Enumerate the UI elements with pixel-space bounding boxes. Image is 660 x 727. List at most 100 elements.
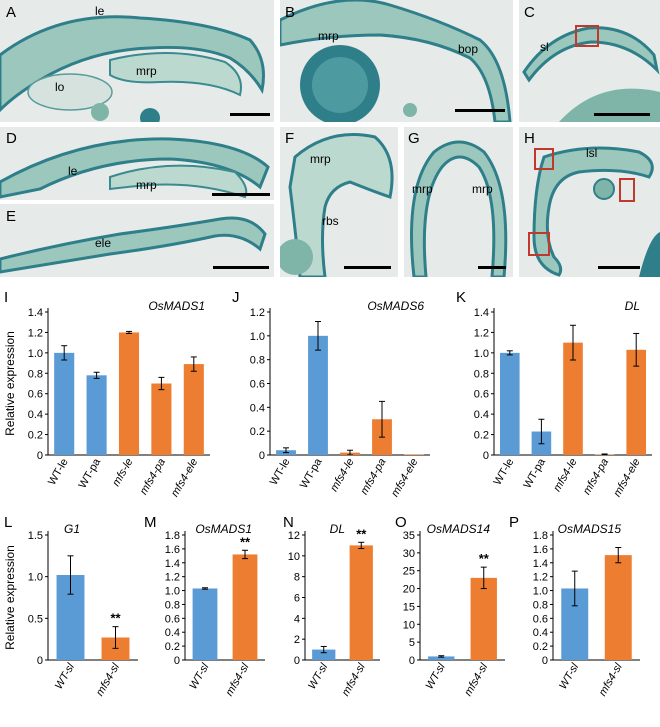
y-tick-label: 20 (403, 584, 415, 596)
y-tick-label: 1.5 (28, 530, 43, 542)
y-tick-label: 0.4 (474, 409, 489, 421)
y-tick-label: 0.2 (250, 426, 265, 438)
y-tick-label: 0 (294, 655, 300, 667)
y-tick-label: 0.8 (165, 599, 180, 611)
category-label: WT-pa (298, 456, 325, 491)
panel-letter-g: G (408, 130, 420, 147)
micrograph-d (0, 127, 274, 200)
panel-letter: O (395, 514, 407, 531)
tissue-label-ele: ele (95, 236, 112, 250)
micrograph-b (280, 0, 513, 122)
category-label: WT-le (492, 457, 517, 488)
y-tick-label: 30 (403, 548, 415, 560)
tissue-label-le: le (68, 164, 78, 178)
y-tick-label: 0.4 (28, 409, 43, 421)
y-tick-label: 1.0 (250, 331, 265, 343)
y-tick-label: 0.8 (250, 355, 265, 367)
y-tick-label: 0.8 (474, 368, 489, 380)
y-tick-label: 0 (409, 655, 415, 667)
chart-title: OsMADS1 (148, 299, 205, 313)
micrograph-c (519, 0, 660, 122)
y-tick-label: 8 (294, 572, 300, 584)
y-tick-label: 1.0 (474, 348, 489, 360)
panel-letter: I (4, 289, 8, 306)
tissue-label-lo: lo (55, 80, 65, 94)
y-tick-label: 0 (483, 450, 489, 462)
bar (151, 383, 172, 455)
bar (500, 352, 520, 455)
category-label: mfs4-le (551, 457, 579, 494)
y-tick-label: 35 (403, 530, 415, 542)
category-label: WT-sl (187, 661, 212, 691)
category-label: WT-pa (521, 456, 548, 491)
chart-title: G1 (64, 522, 80, 536)
y-tick-label: 1.0 (165, 586, 180, 598)
tissue-label-mrp: mrp (472, 182, 493, 196)
category-label: mfs4-le (328, 457, 356, 494)
category-label: WT-sl (306, 661, 331, 691)
y-tick-label: 1.6 (165, 544, 180, 556)
micrograph-e (0, 204, 274, 277)
micrograph-f (280, 127, 398, 277)
panel-letter-h: H (524, 130, 535, 147)
panel-letter: M (144, 514, 157, 531)
tissue-label-rbs: rbs (322, 214, 339, 228)
bar (232, 554, 258, 660)
chart-title: OsMADS14 (427, 522, 491, 536)
y-tick-label: 0.2 (533, 641, 548, 653)
y-tick-label: 1.4 (474, 307, 489, 319)
y-tick-label: 1.4 (28, 307, 43, 319)
category-label: WT-le (268, 457, 293, 488)
category-label: WT-sl (53, 661, 78, 691)
significance-mark: ** (356, 526, 367, 541)
category-label: mfs4-sl (340, 661, 368, 698)
panel-letter: P (509, 514, 519, 531)
category-label: mfs4-ele (389, 457, 420, 500)
micrograph-h (519, 127, 660, 277)
y-tick-label: 10 (288, 551, 300, 563)
y-tick-label: 1.8 (165, 530, 180, 542)
bar (86, 375, 107, 455)
category-label: mfs4-sl (462, 661, 490, 698)
y-tick-label: 0 (542, 655, 548, 667)
y-tick-label: 15 (403, 601, 415, 613)
panel-letter: J (232, 289, 240, 306)
scale-bar (212, 193, 270, 196)
chart-title: OsMADS6 (367, 299, 424, 313)
tissue-label-mrp: mrp (136, 64, 157, 78)
y-tick-label: 0.8 (28, 368, 43, 380)
scale-bar (230, 113, 270, 116)
tissue-label-sl: sl (540, 40, 549, 54)
y-tick-label: 5 (409, 637, 415, 649)
y-tick-label: 12 (288, 530, 300, 542)
panel-letter-c: C (524, 4, 535, 21)
category-label: mfs4-sl (597, 661, 625, 698)
y-tick-label: 0 (37, 450, 43, 462)
y-tick-label: 1.2 (250, 307, 265, 319)
micrograph-a (0, 0, 274, 122)
category-label: mfs4-sl (94, 661, 122, 698)
bar (626, 349, 646, 455)
y-tick-label: 0 (37, 655, 43, 667)
y-tick-label: 0.4 (250, 402, 265, 414)
bar (349, 545, 373, 660)
y-tick-label: 1.0 (28, 348, 43, 360)
y-axis-label: Relative expression (3, 331, 17, 436)
category-label: WT-le (46, 457, 71, 488)
y-tick-label: 0 (174, 655, 180, 667)
y-tick-label: 1.2 (533, 572, 548, 584)
y-tick-label: 0.5 (28, 613, 43, 625)
bar (183, 364, 204, 455)
panel-letter-d: D (6, 130, 17, 147)
bar (563, 342, 583, 455)
y-tick-label: 1.2 (28, 327, 43, 339)
scale-bar (594, 113, 650, 116)
bar (604, 555, 632, 660)
bar (470, 577, 497, 660)
y-tick-label: 1.6 (533, 544, 548, 556)
tissue-label-mrp: mrp (318, 29, 339, 43)
y-tick-label: 0.4 (165, 627, 180, 639)
tissue-label-bop: bop (458, 42, 479, 56)
y-tick-label: 0 (259, 450, 265, 462)
